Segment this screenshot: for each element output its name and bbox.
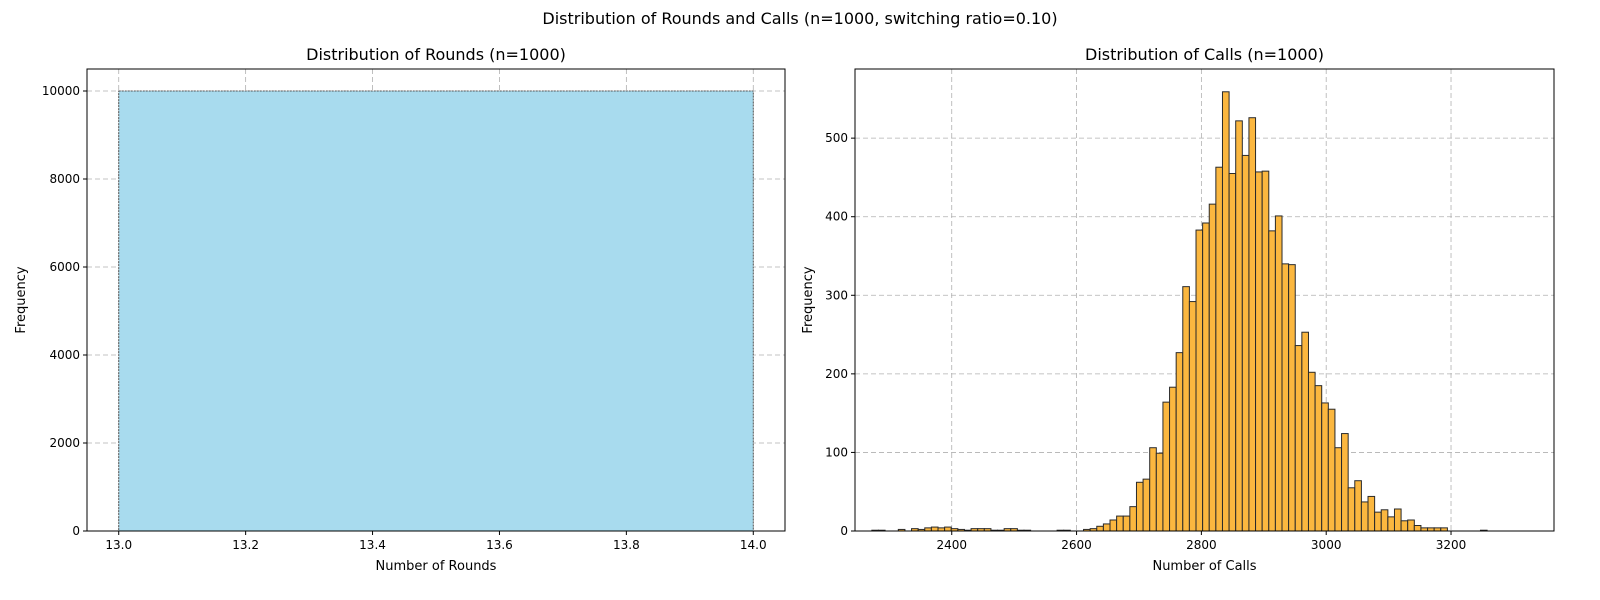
- calls-histogram-bar: [1116, 515, 1124, 532]
- calls-y-tick-label: 0: [840, 524, 848, 538]
- calls-histogram-bar: [1413, 525, 1422, 532]
- rounds-y-tick-label: 8000: [49, 172, 80, 186]
- calls-y-axis-label: Frequency: [801, 266, 816, 333]
- calls-histogram-bar: [1208, 203, 1217, 532]
- calls-histogram-bar: [1334, 447, 1343, 532]
- calls-y-tick-label: 200: [825, 367, 848, 381]
- calls-histogram-bar: [1129, 506, 1137, 532]
- calls-histogram-bar: [1182, 286, 1190, 532]
- rounds-histogram: 13.0 13.2 13.4 13.6 13.8 14.0 0 2000 4000 6000 80…: [14, 45, 786, 574]
- calls-y-tick-label: 100: [825, 445, 848, 459]
- calls-histogram-bar: [1142, 478, 1151, 532]
- calls-histogram-bar: [1380, 509, 1389, 532]
- calls-histogram-bar: [1374, 511, 1382, 532]
- calls-histogram-bar: [1268, 230, 1276, 532]
- rounds-x-tick-label: 13.4: [359, 538, 386, 552]
- calls-histogram-bar: [1360, 501, 1369, 532]
- rounds-plot-frame: [86, 68, 786, 532]
- calls-histogram-bar: [1241, 154, 1250, 532]
- calls-histogram-bar: [1327, 408, 1336, 532]
- rounds-y-tick-label: 6000: [49, 260, 80, 274]
- calls-histogram-bar: [1248, 117, 1257, 532]
- calls-histogram-bar: [1387, 516, 1395, 532]
- calls-histogram-bar: [1341, 433, 1349, 532]
- rounds-x-tick-label: 13.0: [105, 538, 132, 552]
- calls-y-tick-label: 300: [825, 288, 848, 302]
- rounds-y-tick-label: 10000: [42, 84, 80, 98]
- rounds-y-tick-label: 0: [72, 524, 80, 538]
- rounds-x-tick-label: 13.6: [486, 538, 513, 552]
- calls-histogram-bar: [1307, 371, 1316, 532]
- calls-histogram-bar: [1294, 345, 1303, 532]
- rounds-y-tick-label: 4000: [49, 348, 80, 362]
- calls-x-tick-label: 2600: [1061, 538, 1092, 552]
- calls-histogram-bar: [1314, 385, 1323, 532]
- calls-x-axis-label: Number of Calls: [1152, 559, 1256, 574]
- rounds-y-tick-label: 2000: [49, 436, 80, 450]
- calls-x-tick-label: 2800: [1186, 538, 1217, 552]
- calls-x-tick-label: 3000: [1311, 538, 1342, 552]
- calls-histogram-bar: [1235, 120, 1243, 532]
- rounds-x-tick-label: 13.8: [613, 538, 640, 552]
- calls-histogram-bar: [1367, 495, 1376, 532]
- rounds-x-tick-label: 13.2: [232, 538, 259, 552]
- calls-histogram-bar: [1169, 386, 1177, 532]
- calls-histogram-bar: [930, 526, 939, 532]
- calls-histogram-bar: [1162, 401, 1171, 532]
- calls-chart-title: Distribution of Calls (n=1000): [1085, 45, 1324, 64]
- calls-histogram-bar: [1175, 352, 1184, 532]
- calls-histogram-bar: [1261, 170, 1270, 532]
- calls-histogram-bar: [1400, 520, 1409, 532]
- calls-x-tick-label: 3200: [1436, 538, 1467, 552]
- calls-histogram-bar: [1221, 91, 1230, 532]
- calls-histogram-bar: [1281, 263, 1290, 532]
- calls-histogram-bar: [1354, 480, 1362, 532]
- calls-histogram-bar: [1215, 166, 1223, 532]
- calls-histogram-bar: [1321, 402, 1329, 532]
- calls-histogram-bar: [1122, 515, 1131, 532]
- calls-histogram-bar: [1255, 171, 1263, 532]
- calls-histogram-bar: [1109, 519, 1118, 532]
- rounds-histogram-bar: [118, 90, 754, 532]
- calls-histogram-bar: [1096, 525, 1104, 532]
- calls-y-tick-label: 400: [825, 210, 848, 224]
- calls-histogram-bar: [1195, 229, 1204, 532]
- rounds-x-tick-label: 14.0: [740, 538, 767, 552]
- calls-histogram-bar: [1155, 452, 1164, 532]
- calls-y-tick-label: 500: [825, 131, 848, 145]
- calls-histogram-bar: [1149, 447, 1157, 532]
- calls-histogram-bar: [1407, 519, 1415, 532]
- rounds-x-axis-label: Number of Rounds: [376, 559, 497, 574]
- calls-histogram-bar: [1202, 222, 1210, 532]
- calls-histogram-bar: [1228, 173, 1237, 532]
- calls-histogram-bar: [1347, 487, 1356, 532]
- calls-histogram-bar: [1393, 508, 1402, 532]
- calls-histogram-bar: [1301, 331, 1309, 532]
- calls-histogram-bar: [1274, 215, 1283, 532]
- calls-histogram-bar: [1288, 264, 1296, 532]
- calls-histogram-bar: [1135, 481, 1144, 532]
- rounds-chart-title: Distribution of Rounds (n=1000): [306, 45, 566, 64]
- rounds-y-axis-label: Frequency: [14, 266, 29, 333]
- calls-histogram-bar: [1102, 523, 1111, 532]
- calls-x-tick-label: 2400: [936, 538, 967, 552]
- calls-plot-frame: [854, 68, 1555, 532]
- calls-histogram: 2400 2600 2800 3000 3200 0 100 200 300 400 500 Di…: [801, 45, 1555, 574]
- figure-title: Distribution of Rounds and Calls (n=1000…: [542, 9, 1058, 28]
- calls-histogram-bar: [1188, 301, 1197, 532]
- calls-histogram-bar: [944, 526, 952, 532]
